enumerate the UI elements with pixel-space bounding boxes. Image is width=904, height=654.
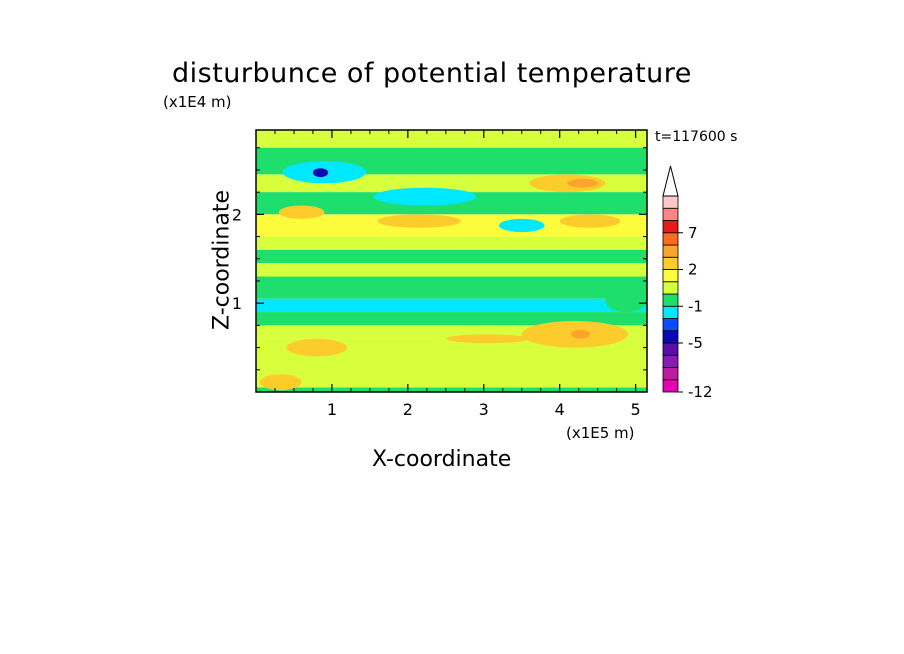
- colorbar-segment: [662, 195, 679, 209]
- plot-frame: [255, 129, 648, 393]
- x-tick-label: 1: [327, 400, 337, 419]
- contour-feature: [256, 276, 272, 299]
- contour-band: [256, 312, 647, 326]
- contour-band: [256, 298, 647, 313]
- colorbar-label: -12: [688, 383, 713, 401]
- y-tick-label: 2: [232, 205, 242, 224]
- contour-field: [256, 130, 647, 392]
- x-tick-label: 5: [631, 400, 641, 419]
- y-tick-label: 1: [232, 294, 242, 313]
- colorbar-segment: [662, 318, 679, 332]
- contour-band: [256, 276, 647, 299]
- contour-band: [256, 130, 647, 148]
- x-tick-label: 2: [403, 400, 413, 419]
- y-unit-label: (x1E4 m): [163, 93, 232, 111]
- contour-feature: [377, 214, 461, 228]
- colorbar-segment: [662, 367, 679, 381]
- contour-feature: [567, 178, 598, 188]
- colorbar-segment: [662, 379, 679, 393]
- colorbar-segment: [662, 220, 679, 234]
- y-axis-label: Z-coordinate: [209, 190, 235, 330]
- colorbar-segment: [662, 244, 679, 258]
- contour-feature: [312, 168, 329, 178]
- chart-title: disturbunce of potential temperature: [172, 58, 692, 89]
- colorbar-segment: [662, 207, 679, 221]
- colorbar: -12-5-127: [662, 165, 713, 401]
- x-unit-label: (x1E5 m): [566, 424, 635, 442]
- colorbar-label: 2: [688, 261, 698, 279]
- colorbar-segment: [662, 281, 679, 295]
- colorbar-segment: [662, 232, 679, 246]
- contour-feature: [373, 187, 477, 206]
- contour-band: [256, 249, 647, 264]
- axes: 1 2 3 4 5 1 2: [232, 130, 647, 419]
- colorbar-extend-arrow: [662, 165, 679, 197]
- colorbar-segment: [662, 342, 679, 356]
- colorbar-label: -1: [688, 297, 703, 315]
- x-axis-label: X-coordinate: [372, 447, 512, 472]
- contour-band: [256, 263, 647, 277]
- contour-band: [256, 236, 647, 250]
- contour-feature: [498, 218, 545, 233]
- colorbar-segment: [662, 269, 679, 283]
- colorbar-label: 7: [688, 224, 698, 242]
- colorbar-label: -5: [688, 334, 703, 352]
- contour-feature: [605, 289, 647, 313]
- contour-feature: [278, 205, 325, 219]
- contour-feature: [529, 174, 606, 193]
- time-label: t=117600 s: [655, 129, 738, 145]
- colorbar-segment: [662, 293, 679, 307]
- contour-feature: [445, 334, 530, 344]
- contour-band: [256, 214, 647, 237]
- x-tick-label: 4: [555, 400, 565, 419]
- colorbar-segment: [662, 256, 679, 270]
- contour-band: [256, 387, 647, 392]
- contour-feature: [559, 214, 621, 228]
- contour-feature: [259, 374, 302, 391]
- colorbar-segment: [662, 354, 679, 368]
- colorbar-segment: [662, 305, 679, 319]
- x-tick-label: 3: [479, 400, 489, 419]
- contour-feature: [571, 329, 591, 339]
- contour-feature: [286, 338, 348, 357]
- colorbar-segment: [662, 330, 679, 344]
